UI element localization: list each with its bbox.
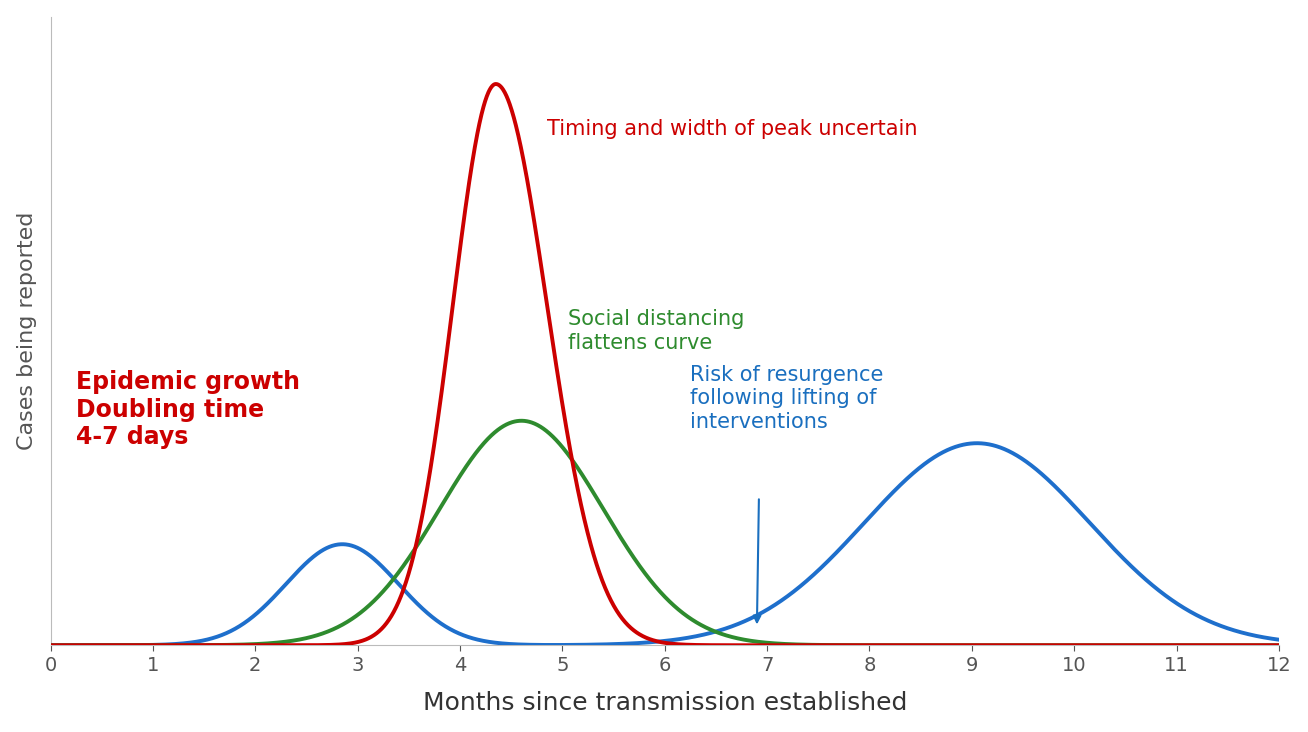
Text: Risk of resurgence
following lifting of
interventions: Risk of resurgence following lifting of …	[691, 365, 884, 431]
Text: Social distancing
flattens curve: Social distancing flattens curve	[568, 310, 744, 353]
Text: Timing and width of peak uncertain: Timing and width of peak uncertain	[547, 119, 917, 139]
Text: Epidemic growth
Doubling time
4-7 days: Epidemic growth Doubling time 4-7 days	[76, 370, 300, 449]
Y-axis label: Cases being reported: Cases being reported	[17, 212, 37, 450]
X-axis label: Months since transmission established: Months since transmission established	[422, 691, 906, 715]
